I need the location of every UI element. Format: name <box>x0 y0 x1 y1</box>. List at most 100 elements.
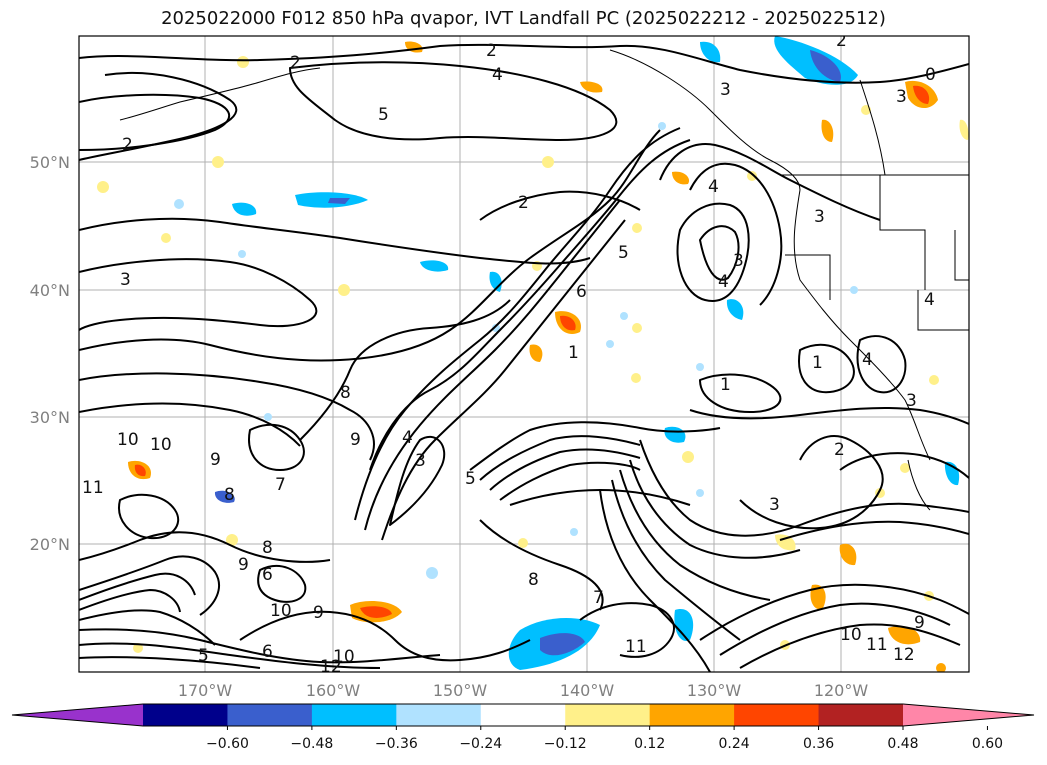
blue-blob <box>674 609 694 641</box>
yellow-dot <box>97 181 109 193</box>
contour-label: 3 <box>733 251 744 271</box>
lon-label: 140°W <box>560 681 615 700</box>
contour-label: 2 <box>836 31 847 51</box>
contour-label: 8 <box>262 538 273 558</box>
colorbar-segment <box>649 704 735 726</box>
cyan-dot <box>620 312 628 320</box>
colorbar-over-arrow <box>903 704 1034 726</box>
colorbar-tick-label: −0.12 <box>544 736 587 752</box>
cyan-dot <box>174 199 184 209</box>
yellow-dot <box>212 156 224 168</box>
contour-label: 1 <box>568 343 579 363</box>
shaded-anomalies <box>97 36 969 672</box>
yellow-dot <box>237 56 249 68</box>
contour-label: 5 <box>618 243 629 263</box>
yellow-dot <box>518 538 528 548</box>
colorbar-tick-label: 0.36 <box>803 736 834 752</box>
cyan-dot <box>696 489 704 497</box>
contour-label: 1 <box>720 375 731 395</box>
contour-label: 3 <box>814 207 825 227</box>
colorbar-tick-label: −0.36 <box>375 736 418 752</box>
contour-label: 4 <box>718 272 729 292</box>
colorbar-tick-label: 0.60 <box>972 736 1003 752</box>
contour-label: 3 <box>120 270 131 290</box>
colorbar-segment <box>311 704 397 726</box>
yellow-dot <box>226 534 238 546</box>
lat-label: 20°N <box>30 535 70 554</box>
lon-label: 130°W <box>687 681 742 700</box>
contour-label: 10 <box>150 435 172 455</box>
orange-blob <box>560 315 576 331</box>
contour-label: 5 <box>198 646 209 666</box>
contour-label: 9 <box>313 603 324 623</box>
contour-label: 12 <box>320 657 342 677</box>
contour-label: 2 <box>486 41 497 61</box>
contour-label: 8 <box>528 570 539 590</box>
plot-area: 2 4 5 2 3 2 3 4 5 6 4 3 1 2 3 1 9 8 4 3 … <box>79 31 969 677</box>
colorbar-segment <box>565 704 651 726</box>
colorbar-segment <box>734 704 820 726</box>
cyan-dot <box>238 250 246 258</box>
orange-blob <box>134 464 146 477</box>
lat-label: 40°N <box>30 281 70 300</box>
contour-label: 8 <box>340 383 351 403</box>
yellow-dot <box>161 233 171 243</box>
colorbar-segment <box>227 704 313 726</box>
blue-blob <box>540 633 585 656</box>
lon-label: 150°W <box>433 681 488 700</box>
contour-label: 6 <box>262 565 273 585</box>
blue-blob <box>328 198 350 204</box>
contour-label: 2 <box>518 193 529 213</box>
yellow-dot <box>747 171 757 181</box>
contour-label: 5 <box>465 469 476 489</box>
lon-label: 160°W <box>306 681 361 700</box>
coastline <box>119 49 969 511</box>
blue-blob <box>726 299 744 320</box>
contour-label: 6 <box>262 642 273 662</box>
contour-label: 3 <box>415 451 426 471</box>
contour-lines <box>79 43 969 672</box>
contour-label: 1 <box>812 353 823 373</box>
orange-blob <box>913 85 930 104</box>
contour-label: 4 <box>862 350 873 370</box>
lat-label: 30°N <box>30 408 70 427</box>
contour-label: 9 <box>210 450 221 470</box>
colorbar-tick-label: 0.24 <box>719 736 750 752</box>
orange-blob <box>775 534 796 551</box>
contour-label: 11 <box>866 635 888 655</box>
contour-label: 0 <box>925 65 936 85</box>
yellow-dot <box>936 663 946 672</box>
contour-label: 2 <box>834 440 845 460</box>
contour-label: 12 <box>893 645 915 665</box>
contour-label: 2 <box>122 135 133 155</box>
colorbar-segment <box>480 704 566 726</box>
contour-label: 6 <box>576 282 587 302</box>
contour-label: 10 <box>270 601 292 621</box>
yellow-dot <box>542 156 554 168</box>
colorbar: −0.60 −0.48 −0.36 −0.24 −0.12 0.12 0.24 0.36 0.4… <box>11 703 1035 752</box>
contour-label: 10 <box>333 647 355 667</box>
latitude-labels: 50°N 40°N 30°N 20°N <box>30 153 70 554</box>
orange-blob <box>580 81 603 93</box>
contour-label: 10 <box>840 625 862 645</box>
contour-label: 3 <box>896 87 907 107</box>
cyan-dot <box>850 286 858 294</box>
blue-blob <box>214 490 235 503</box>
orange-blob <box>360 606 392 618</box>
orange-blob <box>959 119 969 140</box>
colorbar-segment <box>818 704 904 726</box>
contour-label: 5 <box>378 105 389 125</box>
orange-blob <box>810 584 826 610</box>
contour-label: 3 <box>906 391 917 411</box>
colorbar-under-arrow <box>12 704 143 726</box>
contour-label: 7 <box>275 475 286 495</box>
contour-label: 3 <box>769 495 780 515</box>
contour-label: 7 <box>593 588 604 608</box>
contour-label: 4 <box>708 177 719 197</box>
colorbar-tick-label: −0.60 <box>206 736 249 752</box>
orange-blob <box>529 344 543 362</box>
contour-label: 3 <box>720 80 731 100</box>
cyan-dot <box>570 528 578 536</box>
yellow-dot <box>133 643 143 653</box>
